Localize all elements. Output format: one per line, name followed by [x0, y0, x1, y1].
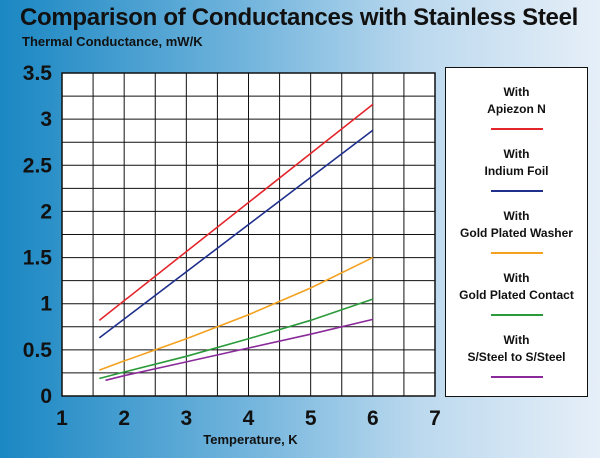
x-tick-label: 5	[305, 407, 317, 430]
legend-label-line2: Gold Plated Washer	[460, 226, 573, 240]
legend-label-line2: Indium Foil	[484, 164, 549, 178]
chart-title: Comparison of Conductances with Stainles…	[20, 4, 579, 31]
legend-label-line2: Gold Plated Contact	[459, 288, 574, 302]
legend-item: With Indium Foil	[446, 146, 587, 192]
legend-label-line2: Apiezon N	[487, 102, 546, 116]
y-tick-label: 3	[40, 108, 52, 131]
x-tick-label: 3	[180, 407, 192, 430]
legend-swatch	[490, 190, 543, 192]
legend-label-line1: With	[503, 85, 530, 99]
y-tick-label: 1	[40, 293, 52, 316]
series-line-3	[99, 256, 374, 371]
chart-legend: With Apiezon N With Indium Foil With Gold Pla…	[445, 67, 588, 397]
legend-item: With Apiezon N	[446, 84, 587, 130]
series-line-2	[98, 129, 374, 339]
legend-item: With Gold Plated Washer	[446, 208, 587, 254]
legend-swatch	[490, 314, 543, 316]
y-tick-label: 1.5	[23, 247, 53, 270]
series-line-4	[99, 298, 374, 380]
y-axis-label: Thermal Conductance, mW/K	[22, 34, 203, 49]
x-tick-label: 7	[429, 407, 441, 430]
legend-item: With Gold Plated Contact	[446, 270, 587, 316]
legend-swatch	[490, 128, 543, 130]
x-tick-label: 1	[56, 407, 68, 430]
legend-swatch	[490, 252, 543, 254]
legend-label-line1: With	[503, 271, 530, 285]
legend-swatch	[490, 376, 543, 378]
series-line-5	[105, 318, 374, 382]
legend-item: With S/Steel to S/Steel	[446, 332, 587, 378]
legend-label-line1: With	[503, 333, 530, 347]
x-tick-label: 4	[243, 407, 255, 430]
plot-frame	[61, 72, 436, 397]
series-line-1	[98, 103, 374, 321]
legend-label-line1: With	[503, 209, 530, 223]
y-tick-label: 0	[40, 385, 52, 408]
x-axis-label: Temperature, K	[203, 432, 298, 447]
y-tick-label: 2.5	[23, 154, 53, 177]
x-tick-label: 2	[118, 407, 130, 430]
y-tick-label: 3.5	[23, 62, 53, 85]
x-tick-label: 6	[367, 407, 379, 430]
legend-label-line2: S/Steel to S/Steel	[467, 350, 566, 364]
y-tick-label: 2	[40, 200, 52, 223]
legend-label-line1: With	[503, 147, 530, 161]
y-tick-label: 0.5	[23, 339, 53, 362]
